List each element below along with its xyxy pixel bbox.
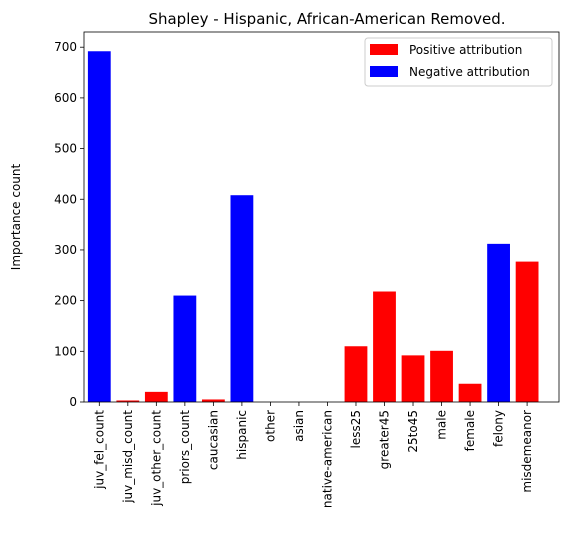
y-tick-label: 600 <box>54 91 77 105</box>
y-tick-label: 200 <box>54 294 77 308</box>
y-tick-label: 300 <box>54 243 77 257</box>
x-tick-label-juv-other-count: juv_other_count <box>149 410 163 507</box>
y-tick-label: 700 <box>54 40 77 54</box>
legend: Positive attribution Negative attribution <box>364 37 553 87</box>
y-tick-label: 500 <box>54 142 77 156</box>
bar-25to45 <box>401 355 425 402</box>
bars-group <box>87 51 539 402</box>
bar-priors-count <box>173 295 197 402</box>
legend-swatch-negative <box>370 66 398 77</box>
y-axis: 0 100 200 300 400 500 600 700 <box>54 40 84 409</box>
x-tick-label-asian: asian <box>292 410 306 442</box>
y-tick-label: 100 <box>54 344 77 358</box>
x-tick-label-hispanic: hispanic <box>235 410 249 460</box>
x-tick-label-caucasian: caucasian <box>206 410 220 470</box>
bar-male <box>430 350 453 402</box>
plot-frame <box>83 31 560 403</box>
x-tick-label-25to45: 25to45 <box>406 410 420 453</box>
legend-box <box>364 37 553 87</box>
x-tick-label-juv-fel-count: juv_fel_count <box>92 410 106 490</box>
x-tick-label-felony: felony <box>492 410 506 447</box>
y-tick-label: 0 <box>69 395 77 409</box>
x-tick-label-priors-count: priors_count <box>178 410 192 485</box>
bar-less25 <box>344 346 368 402</box>
bar-juv-misd-count <box>116 400 140 402</box>
legend-label-negative: Negative attribution <box>409 65 530 79</box>
x-tick-label-misdemeanor: misdemeanor <box>520 410 534 493</box>
x-tick-label-greater45: greater45 <box>378 410 392 469</box>
bar-female <box>458 383 482 402</box>
x-tick-label-juv-misd-count: juv_misd_count <box>121 410 135 504</box>
y-axis-label: Importance count <box>9 163 23 270</box>
legend-swatch-positive <box>370 44 398 55</box>
chart-title: Shapley - Hispanic, African-American Rem… <box>148 10 505 28</box>
x-axis: juv_fel_count juv_misd_count juv_other_cou… <box>92 402 534 508</box>
x-tick-label-female: female <box>463 410 477 451</box>
x-tick-label-less25: less25 <box>349 410 363 449</box>
bar-greater45 <box>373 291 396 402</box>
bar-felony <box>487 243 510 402</box>
bar-juv-fel-count <box>87 51 111 402</box>
x-tick-label-other: other <box>263 410 277 442</box>
bar-caucasian <box>201 399 225 402</box>
y-tick-label: 400 <box>54 192 77 206</box>
x-tick-label-native-american: native-american <box>320 410 334 508</box>
legend-label-positive: Positive attribution <box>409 43 522 57</box>
bar-misdemeanor <box>515 261 539 402</box>
bar-hispanic <box>230 195 254 402</box>
bar-juv-other-count <box>144 391 168 402</box>
x-tick-label-male: male <box>435 410 449 440</box>
